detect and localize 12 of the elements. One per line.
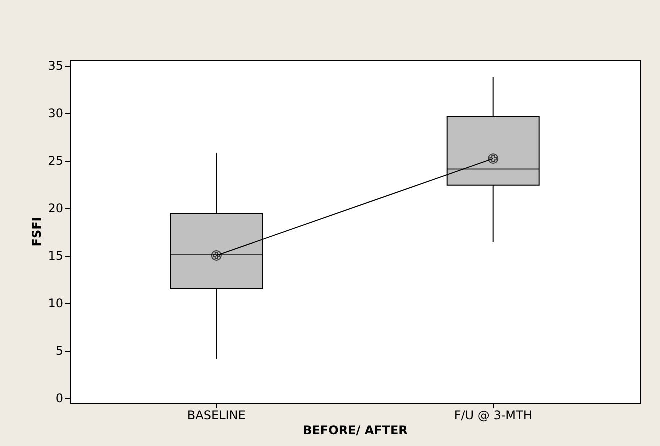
- y-tick-label: 25: [48, 154, 64, 168]
- x-axis-title: BEFORE/ AFTER: [303, 424, 408, 438]
- y-tick-label: 15: [48, 249, 64, 264]
- y-tick-label: 35: [48, 59, 64, 74]
- y-tick-label: 30: [48, 106, 64, 121]
- y-tick-label: 10: [48, 296, 64, 311]
- x-tick-label: F/U @ 3-MTH: [454, 408, 532, 422]
- y-axis-title: FSFI: [30, 217, 44, 247]
- y-tick-label: 0: [56, 392, 64, 406]
- y-tick-label: 5: [56, 344, 64, 358]
- y-tick-label: 20: [48, 202, 64, 216]
- x-tick-label: BASELINE: [187, 408, 246, 422]
